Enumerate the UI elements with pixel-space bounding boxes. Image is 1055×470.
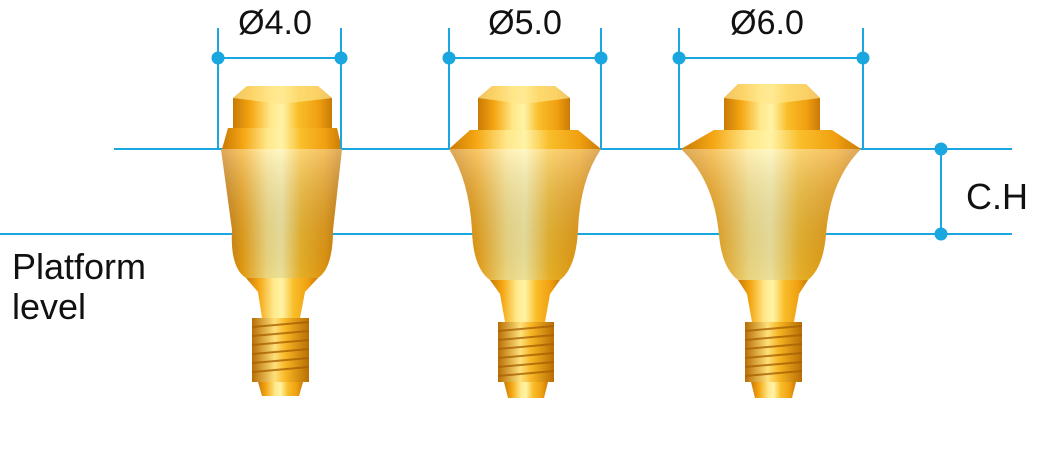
abutment-neck bbox=[738, 280, 808, 322]
abutment-neck bbox=[490, 280, 560, 322]
abutment-5-0: Ø5.0 bbox=[442, 4, 608, 398]
abutment-4-0: Ø4.0 bbox=[211, 4, 348, 396]
cuff-height-label: C.H bbox=[966, 176, 1028, 217]
abutment-collar bbox=[449, 130, 601, 149]
diameter-label: Ø6.0 bbox=[730, 4, 804, 42]
abutment-screw bbox=[744, 322, 803, 398]
diameter-dimension-5-0: Ø5.0 bbox=[442, 4, 608, 149]
diameter-dimension-6-0: Ø6.0 bbox=[672, 4, 870, 149]
abutment-screw bbox=[497, 322, 555, 398]
abutment-screw bbox=[251, 318, 310, 396]
diameter-dimension-4-0: Ø4.0 bbox=[211, 4, 348, 149]
abutment-collar bbox=[222, 128, 342, 149]
platform-level-label: Platform level bbox=[12, 246, 146, 327]
cuff-height-dimension: C.H bbox=[934, 142, 1028, 241]
diameter-label: Ø4.0 bbox=[238, 4, 312, 42]
diameter-label: Ø5.0 bbox=[488, 4, 562, 42]
abutment-collar bbox=[681, 130, 861, 149]
abutment-6-0: Ø6.0 bbox=[672, 4, 870, 398]
platform-label-line2: level bbox=[12, 286, 86, 327]
abutment-neck bbox=[246, 278, 318, 318]
platform-label-line1: Platform bbox=[12, 246, 146, 287]
